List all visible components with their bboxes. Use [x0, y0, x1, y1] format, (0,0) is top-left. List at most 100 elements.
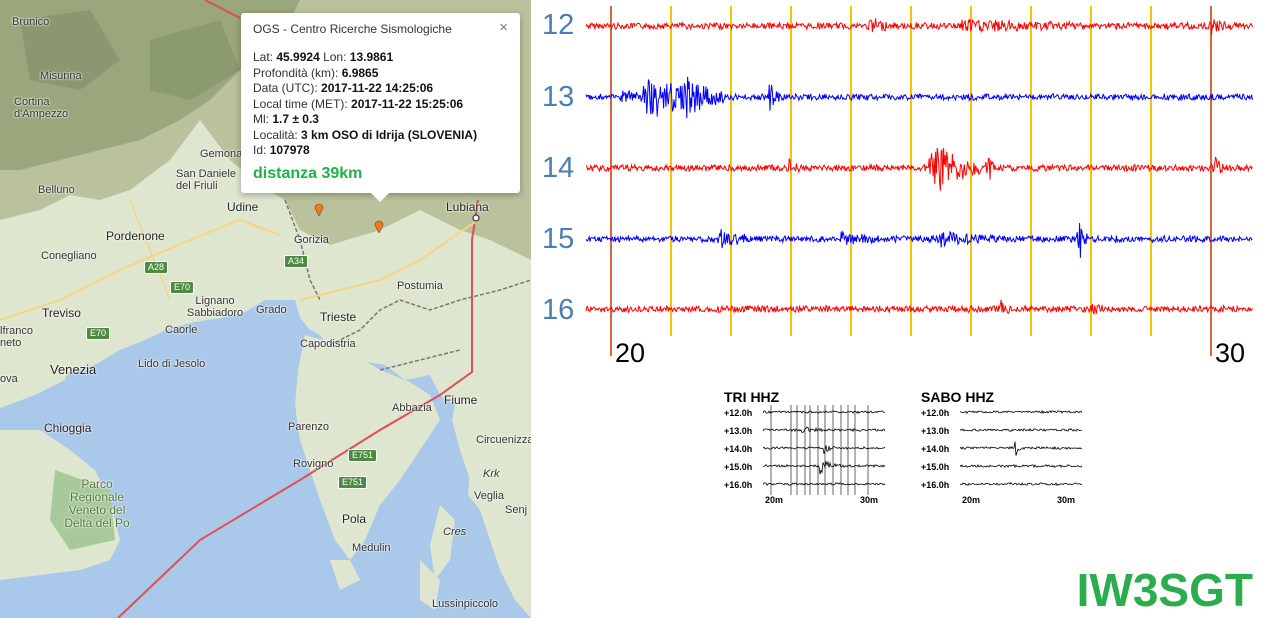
place-medulin: Medulin — [352, 542, 391, 554]
place-ova: ova — [0, 373, 18, 385]
map-view[interactable]: Brunico Misurina Cortina d'Ampezzo Gemon… — [0, 0, 531, 618]
place-sandaniele: San Daniele del Friuli — [176, 168, 236, 192]
row-label-12: 12 — [542, 9, 575, 41]
mini-trace — [763, 460, 886, 475]
place-gemona: Gemona — [200, 148, 243, 160]
place-grado: Grado — [256, 304, 287, 316]
mini-row-label: +12.0h — [724, 408, 753, 418]
capital-dot-icon — [472, 214, 480, 222]
event-details: Lat: 45.9924 Lon: 13.9861 Profondità (km… — [253, 50, 477, 159]
road-shield-e70: E70 — [170, 281, 195, 294]
place-fiume: Fiume — [444, 393, 478, 407]
place-udine: Udine — [227, 200, 259, 214]
place-misurina: Misurina — [40, 70, 82, 82]
detail-location: Località: 3 km OSO di Idrija (SLOVENIA) — [253, 127, 478, 142]
place-conegliano: Conegliano — [41, 250, 97, 262]
mini-row-label: +15.0h — [921, 462, 950, 472]
mini-row-label: +16.0h — [921, 480, 950, 490]
mini-trace — [763, 445, 886, 454]
place-veglia: Veglia — [474, 490, 504, 502]
info-window-title: OGS - Centro Ricerche Sismologiche — [253, 22, 452, 36]
road-shield-a28: A28 — [144, 261, 169, 274]
close-icon[interactable]: × — [499, 19, 508, 36]
place-belluno: Belluno — [38, 184, 75, 196]
mini-trace — [960, 409, 1083, 415]
mini-trace — [960, 482, 1083, 487]
mini-row-label: +12.0h — [921, 408, 950, 418]
seismic-trace-row-12 — [585, 18, 1253, 35]
seismic-trace-row-13 — [585, 76, 1253, 119]
place-park: Parco Regionale Veneto del Delta del Po — [64, 477, 130, 530]
seismic-trace-row-15 — [585, 222, 1253, 258]
event-marker-icon[interactable] — [314, 202, 324, 216]
tick-label-30: 30 — [1215, 338, 1246, 368]
mini-trace — [763, 426, 886, 433]
road-shield-e751: E751 — [338, 476, 368, 489]
place-rovigno: Rovigno — [293, 458, 334, 470]
mini-row-label: +14.0h — [921, 444, 950, 454]
place-parenzo: Parenzo — [288, 421, 329, 433]
mini-title-tri: TRI HHZ — [724, 389, 780, 405]
mini-trace — [960, 441, 1083, 456]
mini-traces-sabo — [960, 409, 1083, 487]
mini-trace — [960, 464, 1083, 469]
place-venezia: Venezia — [50, 362, 97, 377]
mini-plot-sabo: SABO HHZ +12.0h +13.0h +14.0h +15.0h +16… — [920, 388, 1100, 513]
mini-trace — [763, 410, 886, 415]
mini-plot-tri: TRI HHZ +12.0h +13.0h +14.0h +15.0h +16.… — [723, 388, 903, 513]
place-abbazia: Abbazia — [392, 402, 432, 414]
mini-traces-tri — [763, 405, 886, 495]
mini-row-label: +14.0h — [724, 444, 753, 454]
mini-row-label: +15.0h — [724, 462, 753, 472]
place-pola: Pola — [342, 512, 367, 526]
seismic-trace-row-16 — [585, 299, 1253, 316]
mini-tick-label: 30m — [1057, 495, 1076, 505]
detail-latlon: Lat: 45.9924 Lon: 13.9861 — [253, 50, 394, 64]
detail-magnitude: Ml: 1.7 ± 0.3 — [253, 112, 319, 126]
mini-tick-label: 20m — [765, 495, 784, 505]
place-krk: Krk — [483, 468, 500, 480]
place-pordenone: Pordenone — [106, 229, 165, 243]
place-caorle: Caorle — [165, 324, 198, 336]
place-franco: lfranco neto — [0, 325, 34, 349]
place-lussin: Lussinpiccolo — [432, 598, 499, 610]
road-shield-e751: E751 — [348, 449, 378, 462]
detail-id: Id: 107978 — [253, 143, 310, 157]
mini-title-sabo: SABO HHZ — [921, 389, 995, 405]
detail-depth: Profondità (km): 6.9865 — [253, 65, 379, 80]
mini-row-label: +13.0h — [724, 426, 753, 436]
distance-label: distanza 39km — [253, 165, 363, 182]
place-senj: Senj — [505, 504, 528, 516]
detail-local-time: Local time (MET): 2017-11-22 15:25:06 — [253, 96, 464, 111]
road-shield-e70: E70 — [86, 327, 111, 340]
place-brunico: Brunico — [12, 16, 50, 28]
mini-tick-label: 30m — [860, 495, 879, 505]
place-treviso: Treviso — [42, 306, 81, 320]
detail-date-utc: Data (UTC): 2017-11-22 14:25:06 — [253, 81, 434, 95]
place-cres: Cres — [443, 526, 467, 538]
place-lubiana: Lubiana — [446, 200, 489, 214]
mini-row-label: +13.0h — [921, 426, 950, 436]
mini-row-label: +16.0h — [724, 480, 753, 490]
seismic-trace-row-14 — [585, 147, 1253, 191]
row-label-13: 13 — [542, 81, 575, 113]
place-lido: Lido di Jesolo — [138, 358, 206, 370]
seismogram-panel: 12 13 14 15 16 20 30 TRI HHZ +12.0h +13.… — [531, 0, 1265, 618]
row-label-15: 15 — [542, 223, 575, 255]
mini-trace — [763, 482, 886, 486]
event-marker-icon[interactable] — [374, 219, 384, 233]
place-gorizia: Gorizia — [294, 234, 329, 246]
place-circuenizza: Circuenizza — [476, 434, 531, 446]
place-chioggia: Chioggia — [44, 421, 92, 435]
tick-label-20: 20 — [615, 338, 646, 368]
mini-trace — [960, 427, 1083, 432]
place-cortina: Cortina d'Ampezzo — [14, 96, 69, 120]
place-capodistria: Capodistria — [300, 338, 356, 350]
place-trieste: Trieste — [320, 310, 357, 324]
station-callsign: IW3SGT — [1076, 564, 1253, 616]
road-shield-a34: A34 — [284, 255, 309, 268]
row-label-14: 14 — [542, 152, 575, 184]
place-postumia: Postumia — [397, 280, 443, 292]
place-lignano: Lignano Sabbiadoro — [186, 295, 244, 319]
mini-tick-label: 20m — [962, 495, 981, 505]
